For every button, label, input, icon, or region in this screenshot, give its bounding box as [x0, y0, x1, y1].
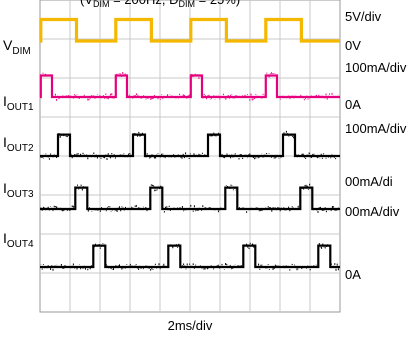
- trace-noise: [40, 153, 58, 160]
- channel-label: IOUT1: [3, 93, 34, 113]
- trace-noise: [40, 263, 92, 271]
- trace-vdim: [39, 17, 340, 43]
- trace-noise: [127, 93, 190, 100]
- scale-label: 100mA/div: [345, 121, 407, 136]
- trace-noise: [208, 132, 220, 137]
- x-axis-label: 2ms/div: [168, 318, 213, 333]
- channel-label: IOUT2: [3, 134, 34, 154]
- header-part: (V: [80, 0, 93, 7]
- channel-label: VDIM: [3, 37, 31, 57]
- trace-noise: [237, 205, 299, 213]
- trace-iout1: [39, 74, 340, 99]
- trace-iout2: [40, 133, 340, 158]
- channel-label-name: I: [3, 93, 7, 109]
- trace-noise: [255, 263, 317, 271]
- channel-label-sub: OUT4: [7, 239, 34, 250]
- trace-noise: [202, 93, 265, 101]
- trace-iout3: [40, 186, 340, 211]
- trace-noise: [318, 243, 330, 249]
- trace-noise: [295, 152, 339, 160]
- header-part: DIM: [179, 0, 196, 9]
- trace-noise: [70, 152, 132, 160]
- header-part: DIM: [93, 0, 110, 9]
- trace-noise: [150, 184, 162, 192]
- scale-label: 00mA/di: [345, 174, 393, 189]
- header-fragment: (VDIM = 200Hz, DDIM = 25%): [80, 0, 240, 9]
- labels: VDIMIOUT1IOUT2IOUT3IOUT45V/div0V100mA/di…: [3, 0, 407, 333]
- channel-label-name: I: [3, 180, 7, 196]
- channel-label-sub: OUT1: [7, 102, 34, 113]
- scale-label: 5V/div: [345, 9, 382, 24]
- trace-noise: [133, 131, 145, 137]
- header-part: = 200Hz, D: [110, 0, 179, 7]
- traces: [39, 17, 340, 271]
- trace-noise: [58, 133, 70, 138]
- trace-noise: [93, 243, 105, 249]
- trace-noise: [266, 72, 276, 78]
- channel-label: IOUT4: [3, 230, 34, 250]
- channel-label-name: I: [3, 134, 7, 150]
- trace-iout4: [40, 244, 340, 269]
- scale-label: 00mA/div: [345, 204, 400, 219]
- trace-noise: [225, 184, 237, 191]
- header-part: = 25%): [195, 0, 240, 7]
- channel-label-name: V: [3, 37, 13, 53]
- trace-noise: [105, 263, 167, 271]
- scale-label: 0A: [345, 97, 361, 112]
- trace-noise: [180, 263, 242, 270]
- trace-noise: [40, 205, 74, 212]
- scale-label: 0A: [345, 267, 361, 282]
- trace-noise: [87, 205, 149, 212]
- scale-label: 0V: [345, 38, 361, 53]
- channel-label-name: I: [3, 230, 7, 246]
- trace-noise: [243, 242, 255, 249]
- channel-label-sub: DIM: [12, 46, 30, 57]
- trace-noise: [283, 130, 295, 139]
- scale-label: 100mA/div: [345, 60, 407, 75]
- channel-label-sub: OUT3: [7, 189, 34, 200]
- trace-noise: [168, 243, 180, 249]
- channel-label-sub: OUT2: [7, 143, 34, 154]
- channel-label: IOUT3: [3, 180, 34, 200]
- trace-noise: [75, 184, 87, 191]
- trace-noise: [300, 183, 312, 190]
- trace-noise: [330, 263, 339, 271]
